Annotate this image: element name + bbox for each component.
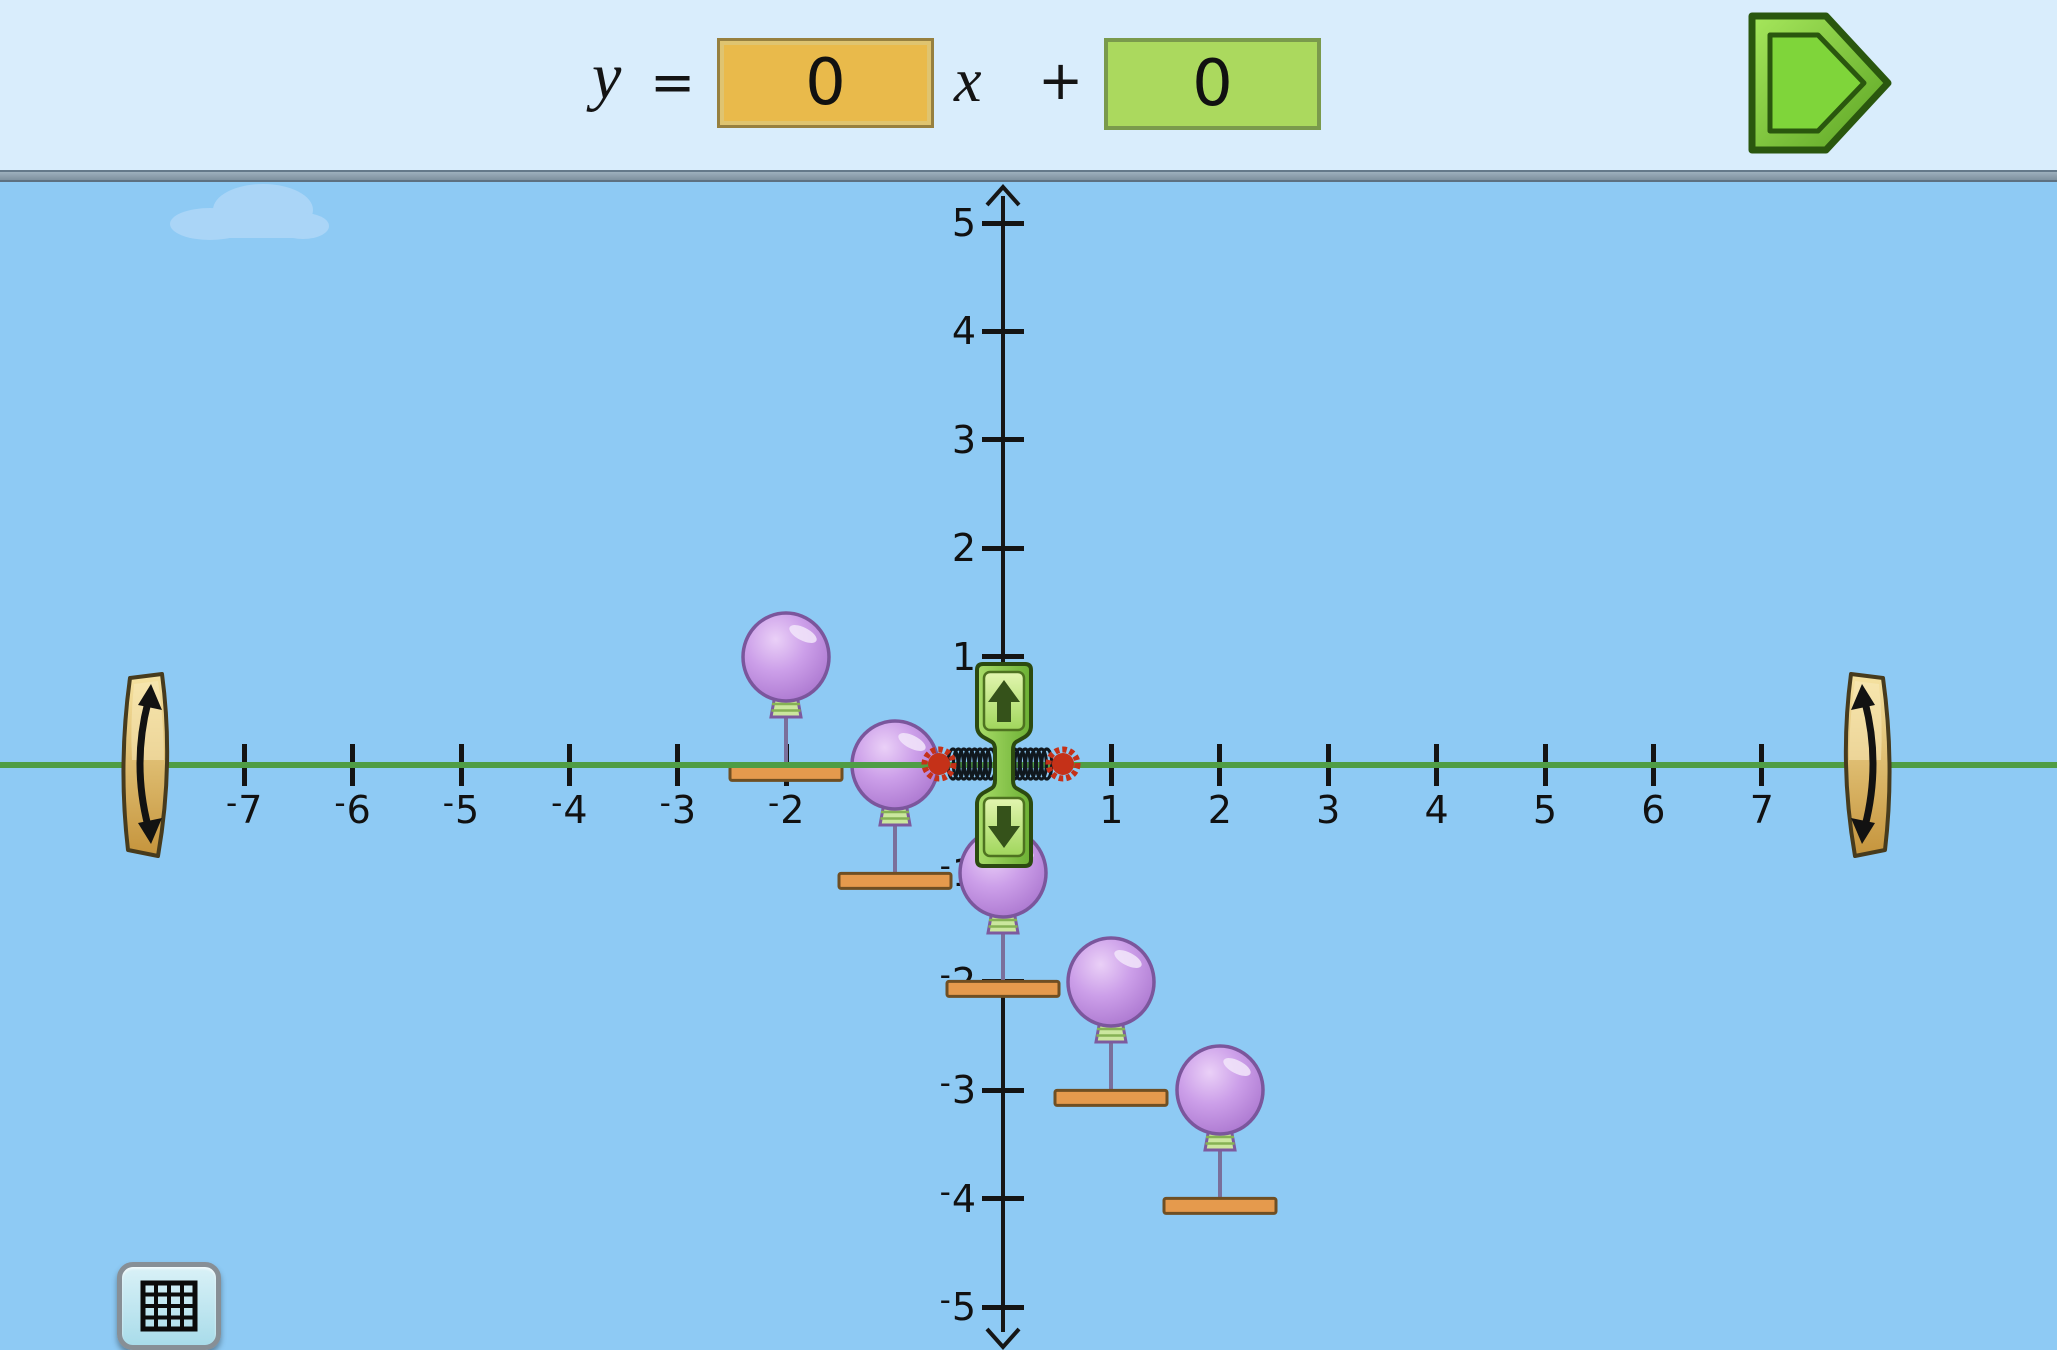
x-tick-label: -6 <box>334 785 371 832</box>
equation-equals-sign: = <box>650 51 696 114</box>
play-button[interactable] <box>1742 8 1894 158</box>
equation-y-label: y <box>592 40 622 113</box>
y-tick <box>982 654 1024 660</box>
x-tick-label: 7 <box>1749 788 1774 832</box>
platform <box>1162 1197 1278 1216</box>
grid-toggle-button[interactable] <box>117 1262 221 1350</box>
balloon-highlight <box>897 733 926 751</box>
y-tick-label: 2 <box>951 526 976 571</box>
x-tick-label: 2 <box>1207 788 1232 832</box>
slope-value: 0 <box>805 46 846 120</box>
x-tick-label: 3 <box>1316 788 1341 832</box>
move-line-down-button[interactable] <box>982 796 1026 858</box>
arrow-down-icon <box>988 806 1020 848</box>
x-tick-label: -2 <box>767 785 805 832</box>
x-tick-label: -4 <box>551 785 588 832</box>
balloon-target <box>1053 936 1169 1107</box>
platform <box>1053 1088 1169 1107</box>
y-intercept-control <box>975 662 1033 868</box>
y-tick-label: 1 <box>951 634 976 679</box>
balloon-highlight <box>1223 1058 1251 1077</box>
equation-x-label: x <box>954 47 982 115</box>
equation-plus-sign: + <box>1038 49 1084 112</box>
spring-assembly <box>921 746 1081 782</box>
y-tick <box>982 1304 1024 1310</box>
arrow-up-icon <box>988 680 1020 722</box>
line-tilt-handle-right[interactable] <box>1831 668 1909 860</box>
balloon <box>1175 1044 1265 1136</box>
balloon-highlight <box>789 624 817 643</box>
x-tick-label: -5 <box>442 785 480 832</box>
x-tick-label: -7 <box>225 785 263 832</box>
x-tick-label: 4 <box>1424 788 1449 832</box>
y-tick <box>982 220 1024 226</box>
y-tick-label: -4 <box>939 1174 976 1221</box>
line-tilt-handle-left[interactable] <box>104 668 182 860</box>
y-tick-label: 5 <box>951 201 976 245</box>
y-tick <box>982 1196 1024 1202</box>
curved-double-arrow-icon <box>1851 684 1877 844</box>
curved-double-arrow-icon <box>136 684 162 844</box>
graphed-line <box>0 762 2057 768</box>
move-line-up-button[interactable] <box>982 670 1026 732</box>
y-axis-arrow-down-icon <box>985 1327 1021 1350</box>
balloon <box>1066 936 1157 1028</box>
divider-bar <box>0 170 2057 182</box>
y-tick-label: -3 <box>939 1065 976 1113</box>
y-axis-arrow-up-icon <box>985 184 1021 207</box>
equation-bar: y = 0 x + 0 <box>0 0 2057 170</box>
y-tick <box>982 1087 1024 1093</box>
balloon-target <box>728 610 844 782</box>
spring-anchor-right-icon <box>1045 746 1081 782</box>
y-tick-label: 3 <box>951 417 976 462</box>
y-tick <box>982 328 1024 334</box>
x-tick-label: -3 <box>659 785 697 832</box>
spring-anchor-left-icon <box>921 746 957 782</box>
balloon <box>741 610 831 703</box>
intercept-input[interactable]: 0 <box>1104 38 1321 130</box>
y-tick <box>982 545 1024 551</box>
y-tick-label: -5 <box>939 1282 976 1329</box>
platform <box>945 980 1061 999</box>
cloud <box>170 184 329 240</box>
y-tick-label: 4 <box>951 309 976 354</box>
x-tick-label: 6 <box>1641 788 1666 832</box>
balloon-target <box>1162 1044 1278 1216</box>
platform <box>837 871 953 890</box>
y-tick <box>982 437 1024 443</box>
x-tick-label: 5 <box>1532 788 1558 832</box>
x-tick-label: 1 <box>1099 788 1124 832</box>
balloon-highlight <box>1114 949 1143 968</box>
intercept-value: 0 <box>1192 47 1233 121</box>
slope-input[interactable]: 0 <box>717 38 934 128</box>
grid-icon <box>140 1280 198 1332</box>
